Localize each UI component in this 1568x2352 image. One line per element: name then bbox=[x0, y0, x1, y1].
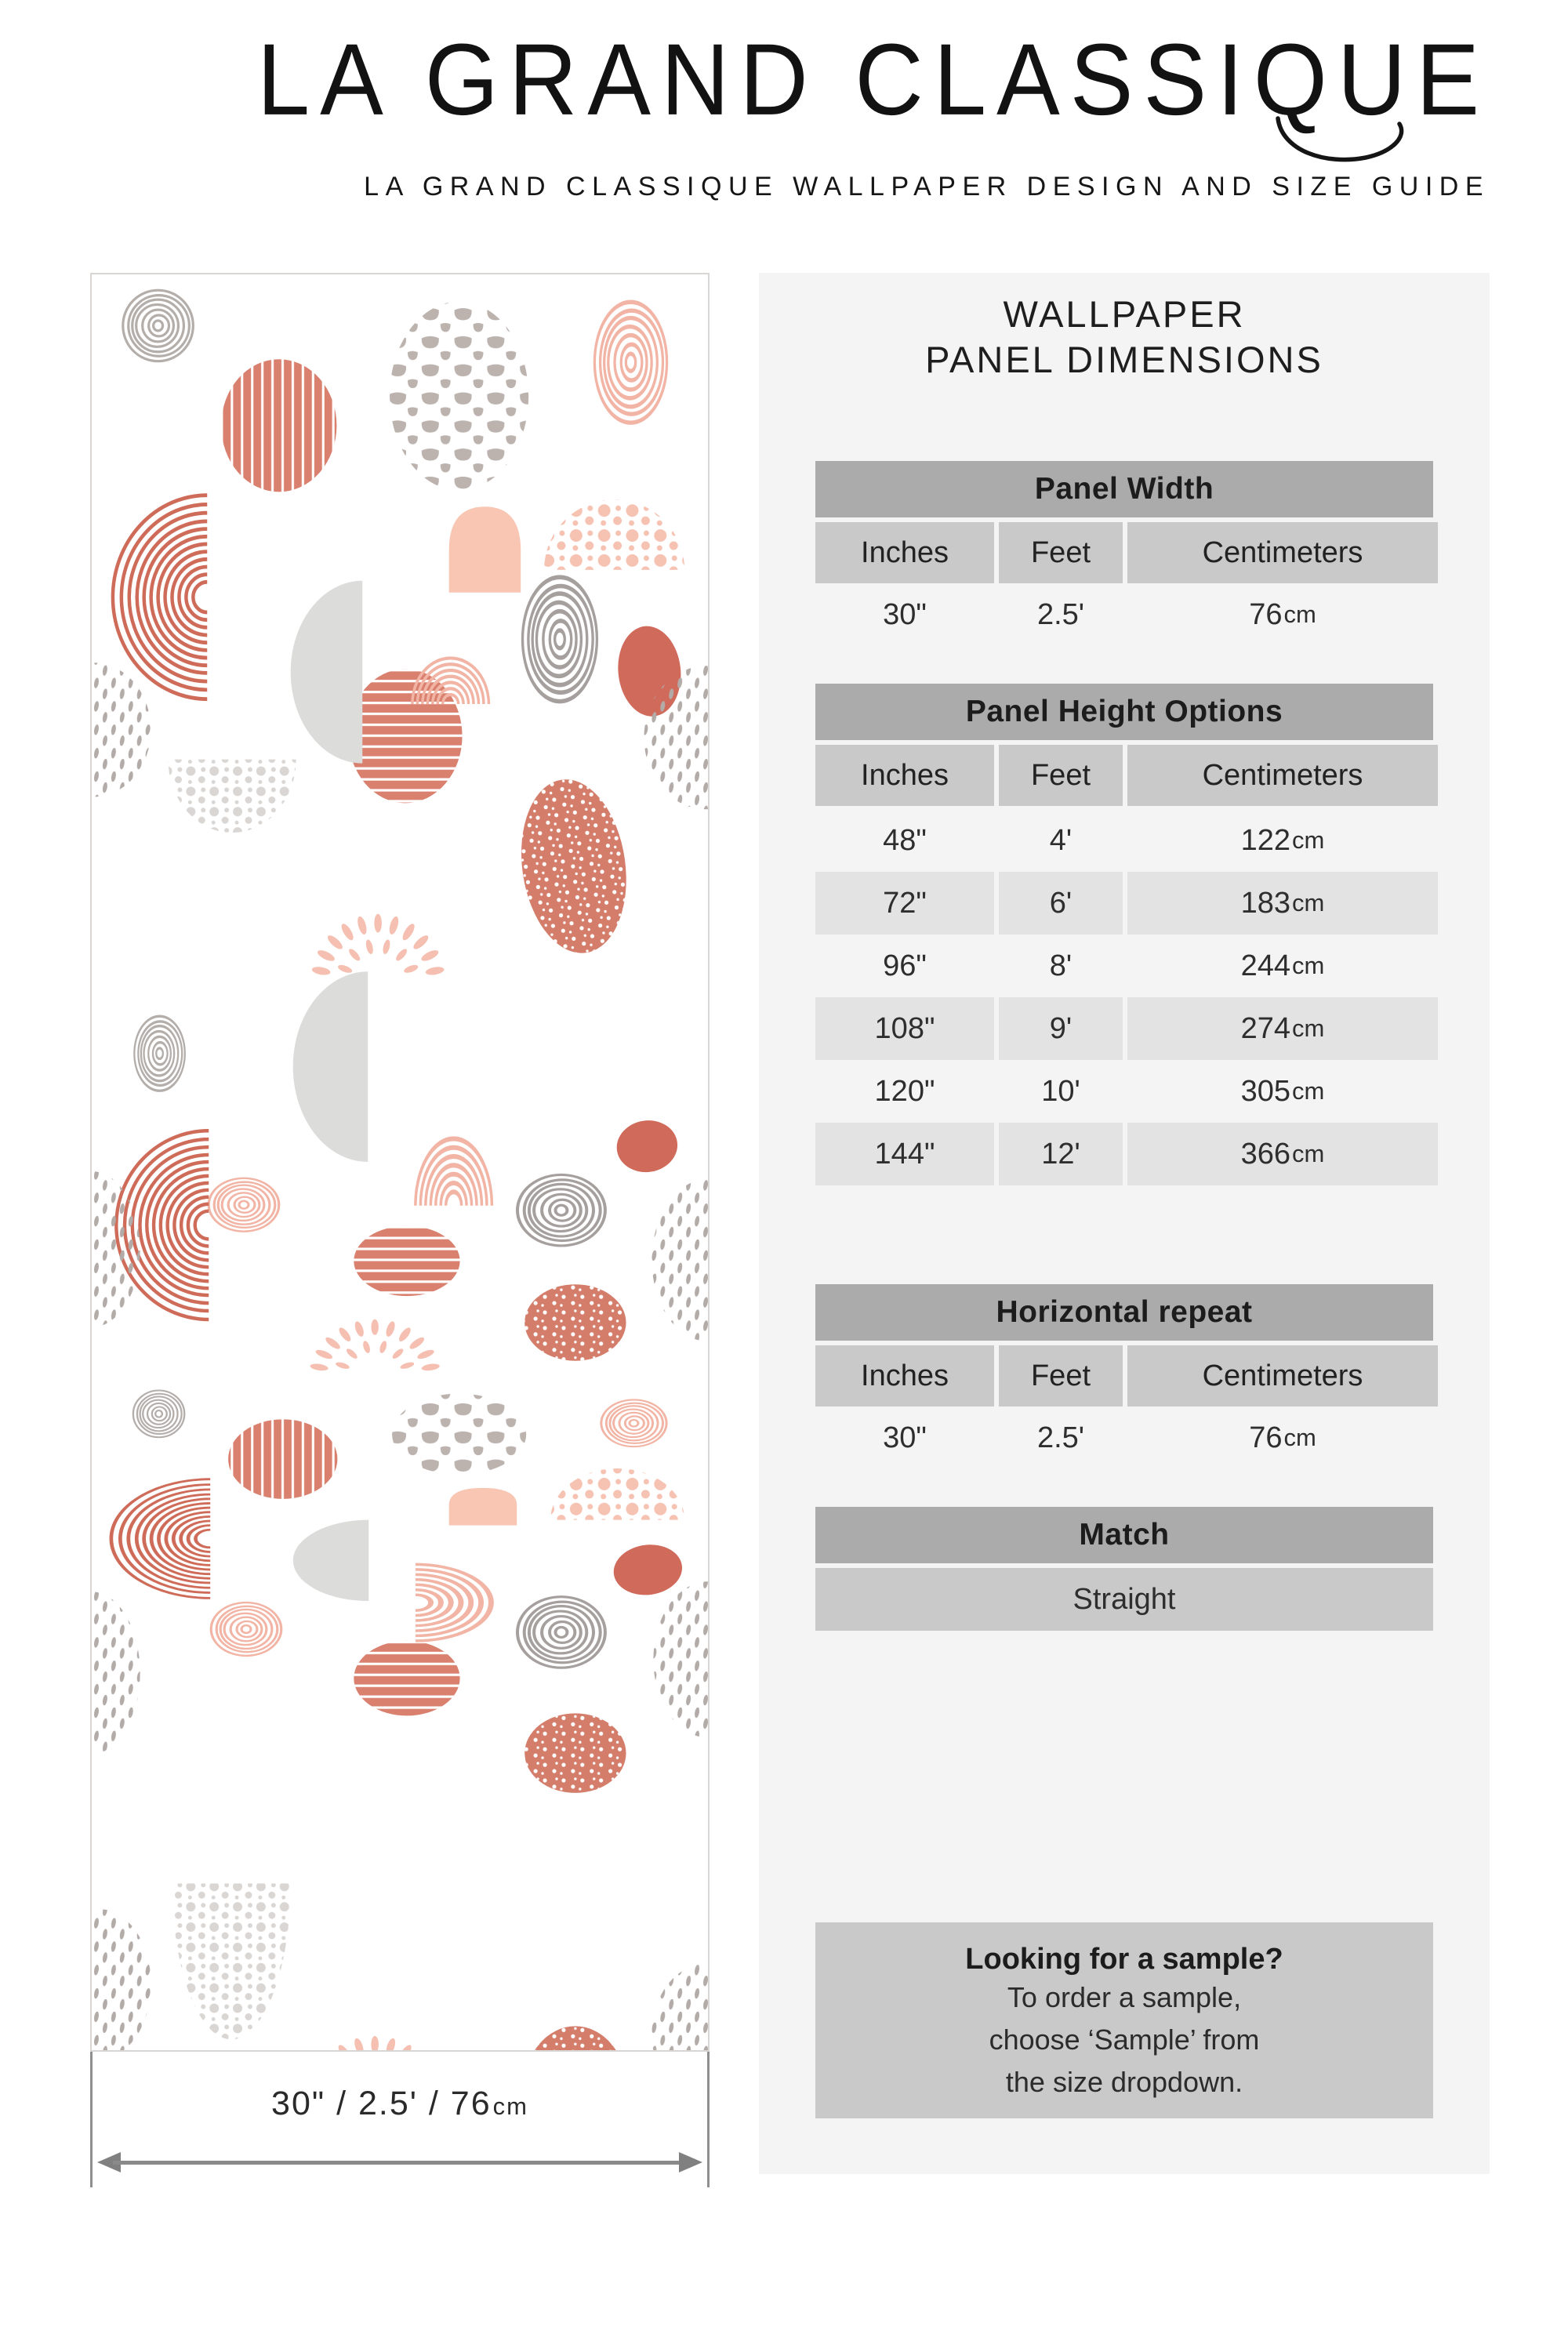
panel-width-title: Panel Width bbox=[815, 461, 1433, 517]
width-arrow bbox=[97, 2152, 702, 2172]
motif-solid-arch-pink bbox=[448, 506, 521, 1526]
title-swash-icon bbox=[1276, 116, 1404, 162]
value-feet: 6' bbox=[999, 872, 1123, 935]
column-header-inches: Inches bbox=[815, 522, 994, 583]
column-header-centimeters: Centimeters bbox=[1127, 522, 1438, 583]
value-inches: 120" bbox=[874, 1074, 935, 1108]
horizontal-repeat-columns: Inches Feet Centimeters bbox=[815, 1345, 1438, 1406]
panel-height-columns: Inches Feet Centimeters bbox=[815, 745, 1438, 806]
wallpaper-pattern bbox=[92, 278, 708, 2050]
width-dimension-strip: 30" / 2.5' / 76cm bbox=[90, 2052, 710, 2187]
column-header-centimeters: Centimeters bbox=[1127, 1345, 1438, 1406]
cm-unit: cm bbox=[1283, 1424, 1316, 1451]
horizontal-repeat-title: Horizontal repeat bbox=[815, 1284, 1433, 1341]
brand-subtitle: LA GRAND CLASSIQUE WALLPAPER DESIGN AND … bbox=[364, 172, 1490, 201]
motif-dash-fan-gray bbox=[92, 662, 708, 2050]
cm-number: 244 bbox=[1240, 949, 1291, 982]
motif-gray-half-circle bbox=[290, 580, 369, 1602]
cm-unit: cm bbox=[1292, 826, 1325, 854]
value-feet: 12' bbox=[999, 1123, 1123, 1185]
width-label-unit: cm bbox=[492, 2092, 528, 2120]
value-centimeters: 244 cm bbox=[1127, 935, 1438, 997]
cm-unit: cm bbox=[1292, 1077, 1325, 1105]
value-feet: 2.5' bbox=[1036, 597, 1085, 631]
value-inches: 30" bbox=[883, 597, 927, 631]
column-header-inches: Inches bbox=[815, 1345, 994, 1406]
panel-heading: WALLPAPER PANEL DIMENSIONS bbox=[759, 292, 1490, 383]
value-centimeters: 76 cm bbox=[1127, 1406, 1438, 1469]
cm-number: 305 bbox=[1240, 1074, 1291, 1108]
height-row: 72" 6' 183 cm bbox=[815, 872, 1438, 935]
sample-box-line: the size dropdown. bbox=[1005, 2066, 1243, 2098]
value-feet: 2.5' bbox=[1036, 1421, 1085, 1454]
width-label: 30" / 2.5' / 76cm bbox=[93, 2085, 707, 2123]
column-header-feet: Feet bbox=[999, 1345, 1123, 1406]
value-centimeters: 76 cm bbox=[1127, 583, 1438, 646]
brand-title: LA GRAND CLASSIQUE bbox=[256, 22, 1490, 136]
value-inches: 48" bbox=[883, 823, 927, 857]
width-label-value: 30" / 2.5' / 76 bbox=[271, 2085, 492, 2122]
sample-box-title: Looking for a sample? bbox=[965, 1943, 1283, 1976]
panel-height-title: Panel Height Options bbox=[815, 684, 1433, 740]
match-value: Straight bbox=[815, 1568, 1433, 1631]
dimensions-panel: WALLPAPER PANEL DIMENSIONS Panel Width I… bbox=[759, 273, 1490, 2174]
sample-box-line: choose ‘Sample’ from bbox=[989, 2024, 1260, 2056]
value-feet: 4' bbox=[1049, 823, 1073, 857]
cm-number: 366 bbox=[1240, 1137, 1291, 1171]
value-feet: 10' bbox=[1041, 1074, 1080, 1108]
panel-heading-line2: PANEL DIMENSIONS bbox=[925, 339, 1323, 380]
cm-number: 274 bbox=[1240, 1011, 1291, 1045]
motif-striped-oval-vertical bbox=[221, 359, 338, 1499]
value-inches: 30" bbox=[883, 1421, 927, 1454]
cm-number: 76 bbox=[1249, 597, 1283, 631]
match-title: Match bbox=[815, 1507, 1433, 1563]
wallpaper-preview: 30" / 2.5' / 76cm bbox=[90, 273, 710, 2187]
value-feet: 8' bbox=[1049, 949, 1073, 982]
panel-width-columns: Inches Feet Centimeters bbox=[815, 522, 1438, 583]
sample-box: Looking for a sample? To order a sample,… bbox=[815, 1922, 1433, 2118]
cm-unit: cm bbox=[1292, 1140, 1325, 1167]
height-row: 144" 12' 366 cm bbox=[815, 1123, 1438, 1185]
value-centimeters: 122 cm bbox=[1127, 809, 1438, 872]
value-inches: 96" bbox=[883, 949, 927, 982]
cm-unit: cm bbox=[1292, 1014, 1325, 1042]
column-header-feet: Feet bbox=[999, 522, 1123, 583]
cm-number: 183 bbox=[1240, 886, 1291, 920]
arrow-shaft bbox=[113, 2161, 687, 2165]
value-centimeters: 305 cm bbox=[1127, 1060, 1438, 1123]
column-header-centimeters: Centimeters bbox=[1127, 745, 1438, 806]
height-row: 120" 10' 305 cm bbox=[815, 1060, 1433, 1123]
panel-width-row: 30" 2.5' 76 cm bbox=[815, 583, 1433, 646]
height-row: 108" 9' 274 cm bbox=[815, 997, 1438, 1060]
column-header-inches: Inches bbox=[815, 745, 994, 806]
value-centimeters: 366 cm bbox=[1127, 1123, 1438, 1185]
value-inches: 108" bbox=[815, 997, 994, 1060]
horizontal-repeat-row: 30" 2.5' 76 cm bbox=[815, 1406, 1433, 1469]
sample-box-line: To order a sample, bbox=[1007, 1981, 1242, 2013]
value-inches: 72" bbox=[815, 872, 994, 935]
motif-dotted-cup-gray bbox=[168, 759, 296, 2040]
motif-speckled-oval-coral bbox=[521, 779, 626, 2050]
motif-pebble-cluster bbox=[390, 301, 529, 1475]
cm-number: 122 bbox=[1240, 823, 1291, 857]
arrowhead-right-icon bbox=[679, 2152, 702, 2172]
cm-unit: cm bbox=[1283, 601, 1316, 628]
height-row: 48" 4' 122 cm bbox=[815, 809, 1433, 872]
column-header-feet: Feet bbox=[999, 745, 1123, 806]
value-inches: 144" bbox=[815, 1123, 994, 1185]
motif-solid-blob-coral bbox=[613, 626, 683, 1595]
panel-heading-line1: WALLPAPER bbox=[1003, 293, 1246, 335]
wallpaper-pattern-frame bbox=[90, 273, 710, 2052]
cm-number: 76 bbox=[1249, 1421, 1283, 1454]
height-row: 96" 8' 244 cm bbox=[815, 935, 1433, 997]
cm-unit: cm bbox=[1292, 952, 1325, 979]
value-feet: 9' bbox=[999, 997, 1123, 1060]
motif-bubble-dome-pink bbox=[544, 499, 685, 1520]
cm-unit: cm bbox=[1292, 889, 1325, 916]
value-centimeters: 274 cm bbox=[1127, 997, 1438, 1060]
value-centimeters: 183 cm bbox=[1127, 872, 1438, 935]
